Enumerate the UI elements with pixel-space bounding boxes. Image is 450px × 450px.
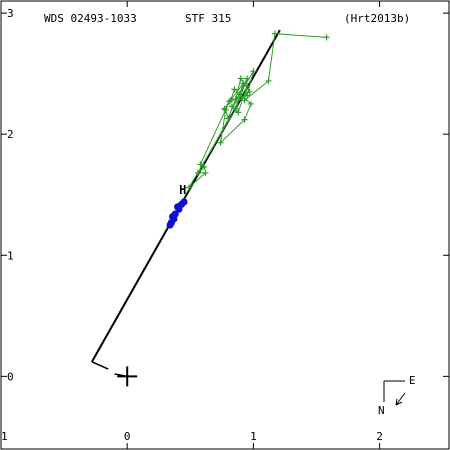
- micrometer-point: [241, 97, 248, 104]
- micrometer-point: [244, 82, 251, 89]
- micrometer-point: [228, 103, 235, 110]
- micrometer-point: [323, 34, 330, 41]
- x-tick-label: -1: [0, 430, 8, 443]
- plot-data: [90, 29, 330, 387]
- y-tick-label: 3: [7, 7, 14, 20]
- micrometer-point: [250, 68, 257, 75]
- x-tick-label: 0: [124, 430, 131, 443]
- micrometer-point: [246, 88, 253, 95]
- micrometer-point: [217, 139, 224, 146]
- micrometer-point: [235, 109, 242, 116]
- y-tick-label: 1: [7, 249, 14, 262]
- header-right: (Hrt2013b): [344, 12, 410, 25]
- micrometer-point: [227, 97, 234, 104]
- micrometer-point: [186, 184, 193, 191]
- compass-arrow-icon: [395, 392, 406, 406]
- header-left: WDS 02493-1033: [44, 12, 137, 25]
- micrometer-point: [240, 80, 247, 87]
- micrometer-point: [241, 116, 248, 123]
- primary-star-marker: [117, 366, 138, 387]
- speckle-point: [174, 203, 182, 211]
- micrometer-point: [236, 91, 243, 98]
- compass-north-label: N: [378, 404, 385, 417]
- micrometer-point: [231, 86, 238, 93]
- speckle-point: [169, 212, 177, 221]
- compass: N E: [378, 374, 416, 417]
- x-tick-label: 1: [250, 430, 257, 443]
- micrometer-point: [201, 163, 208, 170]
- micrometer-point: [225, 115, 232, 122]
- micrometer-point: [244, 75, 251, 82]
- micrometer-point: [237, 75, 244, 82]
- highlight-label: H: [179, 183, 186, 197]
- micrometer-point: [222, 106, 229, 113]
- periastron-tick: [91, 361, 109, 370]
- micrometer-point: [197, 161, 204, 168]
- micrometer-point: [247, 100, 254, 107]
- residual-path: [188, 33, 327, 188]
- compass-axes: [383, 380, 405, 402]
- y-tick-labels: 0 1 2 3: [7, 7, 14, 383]
- micrometer-point: [232, 105, 239, 112]
- x-tick-label: 2: [376, 430, 383, 443]
- micrometer-point: [271, 30, 278, 37]
- micrometer-point: [244, 92, 251, 99]
- speckle-point: [166, 221, 174, 229]
- compass-east-label: E: [409, 374, 416, 387]
- micrometer-point: [202, 169, 209, 176]
- header-center: STF 315: [185, 12, 231, 25]
- y-tick-label: 0: [7, 370, 14, 383]
- y-tick-label: 2: [7, 128, 14, 141]
- micrometer-point: [221, 105, 228, 112]
- micrometer-point: [194, 169, 201, 176]
- micrometer-point: [233, 96, 240, 103]
- micrometer-point: [226, 98, 233, 105]
- x-tick-labels: -1 0 1 2: [0, 430, 383, 443]
- micrometer-point: [265, 77, 272, 84]
